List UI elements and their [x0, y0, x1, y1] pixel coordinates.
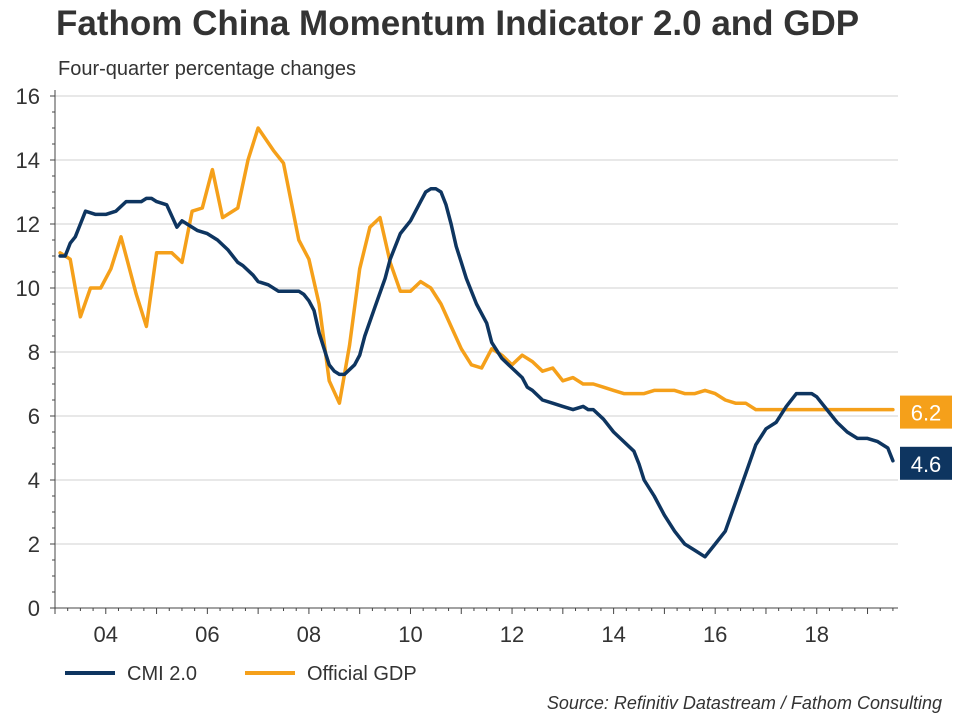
end-label-value: 4.6 [911, 452, 942, 477]
x-tick-label: 12 [500, 622, 524, 647]
chart-title: Fathom China Momentum Indicator 2.0 and … [56, 4, 860, 43]
x-tick-label: 08 [297, 622, 321, 647]
y-tick-label: 2 [28, 532, 40, 557]
series-line-official-gdp [58, 126, 895, 412]
chart-subtitle: Four-quarter percentage changes [58, 58, 356, 80]
x-tick-label: 10 [398, 622, 422, 647]
y-tick-label: 6 [28, 404, 40, 429]
x-tick-label: 06 [195, 622, 219, 647]
legend-label: Official GDP [307, 663, 417, 685]
y-tick-label: 10 [16, 276, 40, 301]
end-label-value: 6.2 [911, 401, 942, 426]
end-labels: 4.6 6.2 [900, 395, 952, 480]
series-layer [58, 126, 895, 559]
x-tick-label: 04 [94, 622, 118, 647]
gridlines [55, 95, 898, 545]
legend: CMI 2.0 Official GDP [65, 663, 417, 685]
end-label-official-gdp: 6.2 [900, 395, 952, 429]
y-tick-label: 16 [16, 84, 40, 109]
end-label-cmi-2-0: 4.6 [900, 446, 952, 480]
legend-item: CMI 2.0 [65, 663, 197, 685]
legend-item: Official GDP [245, 663, 417, 685]
axes: 0 2 4 6 8 10 12 14 16 04 06 08 10 12 14 16 18 [16, 84, 898, 647]
source-note: Source: Refinitiv Datastream / Fathom Co… [546, 693, 942, 713]
legend-label: CMI 2.0 [127, 663, 197, 685]
y-tick-label: 12 [16, 212, 40, 237]
y-tick-label: 4 [28, 468, 40, 493]
x-tick-label: 16 [703, 622, 727, 647]
series-line-cmi-2-0 [58, 187, 895, 559]
x-tick-label: 18 [805, 622, 829, 647]
y-tick-label: 14 [16, 148, 40, 173]
end-label-box [900, 395, 952, 429]
y-tick-label: 0 [28, 596, 40, 621]
y-tick-label: 8 [28, 340, 40, 365]
end-label-box [900, 446, 952, 480]
x-tick-label: 14 [601, 622, 625, 647]
